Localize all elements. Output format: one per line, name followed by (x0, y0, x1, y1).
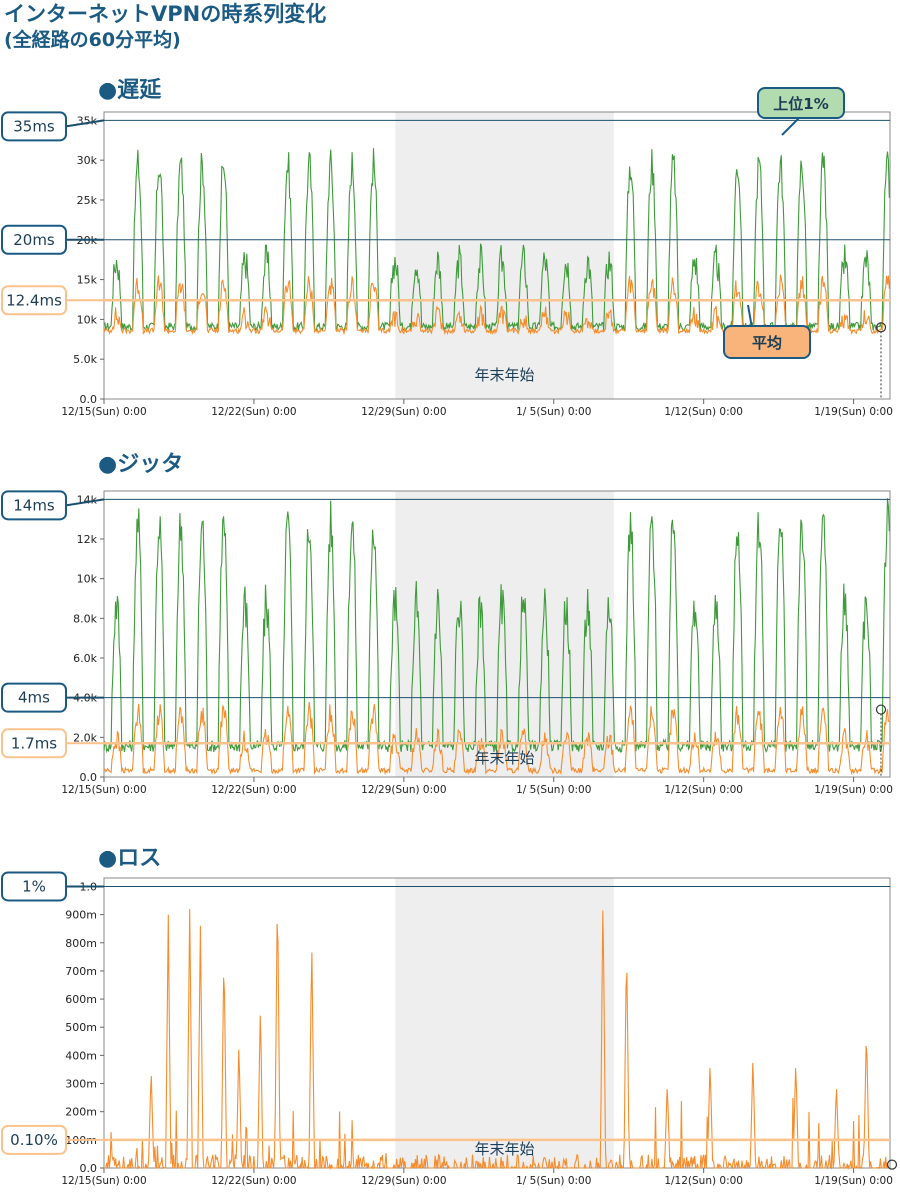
series-line-top1 (103, 148, 890, 333)
x-tick-label: 1/19(Sun) 0:00 (814, 406, 893, 418)
value-callout-label: 35ms (13, 117, 55, 135)
x-tick-label: 12/29(Sun) 0:00 (361, 1175, 446, 1187)
value-callout-label: 12.4ms (6, 291, 62, 309)
y-tick-label: 0.0 (80, 393, 98, 406)
y-tick-label: 700m (65, 965, 97, 978)
y-tick-label: 200m (65, 1106, 97, 1119)
x-tick-label: 1/19(Sun) 0:00 (814, 784, 893, 796)
y-tick-label: 300m (65, 1078, 97, 1091)
value-callout (1, 111, 67, 142)
x-tick-label: 1/19(Sun) 0:00 (814, 1175, 893, 1187)
y-tick-label: 5.0k (73, 353, 97, 366)
y-tick-label: 600m (65, 993, 97, 1006)
x-tick-label: 1/12(Sun) 0:00 (664, 406, 743, 418)
x-tick-label: 1/12(Sun) 0:00 (664, 784, 743, 796)
x-tick-label: 12/29(Sun) 0:00 (361, 784, 446, 796)
x-tick-label: 1/ 5(Sun) 0:00 (516, 1175, 591, 1187)
y-tick-label: 30k (77, 154, 98, 167)
x-tick-label: 12/22(Sun) 0:00 (211, 1175, 296, 1187)
holiday-band (395, 878, 614, 1168)
y-tick-label: 8.0k (73, 612, 97, 625)
y-tick-label: 800m (65, 937, 97, 950)
section-label-latency: ●遅延 (98, 78, 162, 103)
holiday-label: 年末年始 (474, 1140, 534, 1158)
callout-pointer (65, 498, 105, 507)
value-callout-label: 1.7ms (11, 734, 57, 752)
section-label-jitter: ●ジッタ (98, 452, 184, 477)
value-callout (1, 871, 67, 902)
x-tick-label: 12/22(Sun) 0:00 (211, 406, 296, 418)
series-line-top1 (103, 498, 890, 754)
legend-callout-avg-label: 平均 (752, 334, 782, 352)
x-tick-label: 12/22(Sun) 0:00 (211, 784, 296, 796)
value-callout (1, 224, 67, 255)
x-tick-label: 1/ 5(Sun) 0:00 (516, 406, 591, 418)
series-line-avg (103, 701, 890, 776)
y-tick-label: 0.0 (80, 1162, 98, 1175)
value-callout-label: 20ms (13, 231, 55, 249)
value-callout-label: 14ms (13, 496, 55, 514)
y-tick-label: 500m (65, 1021, 97, 1034)
plot-frame (103, 490, 891, 778)
legend-callout-top1 (757, 87, 845, 119)
value-callout (1, 682, 67, 713)
page-subtitle: (全経路の60分平均) (4, 29, 181, 51)
y-tick-label: 12k (77, 533, 98, 546)
holiday-band (395, 112, 614, 399)
value-callout (1, 728, 67, 759)
y-tick-label: 25k (77, 194, 98, 207)
holiday-label: 年末年始 (474, 366, 534, 384)
legend-callout-top1-label: 上位1% (773, 95, 828, 113)
legend-pointer (781, 116, 801, 136)
legend-pointer (747, 304, 753, 329)
circle-marker-icon (875, 704, 887, 715)
y-tick-label: 0.0 (80, 771, 98, 784)
x-tick-label: 12/15(Sun) 0:00 (61, 784, 146, 796)
value-callout (1, 285, 67, 316)
circle-marker-icon (886, 1159, 898, 1170)
holiday-label: 年末年始 (474, 749, 534, 767)
loss-chart: 0.0100m200m300m400m500m600m700m800m900m1… (1, 871, 898, 1187)
value-callout (1, 490, 67, 521)
x-tick-label: 12/15(Sun) 0:00 (61, 406, 146, 418)
value-callout (1, 1124, 67, 1155)
series-line-avg (103, 274, 890, 336)
callout-pointer (65, 119, 105, 128)
y-tick-label: 10k (77, 313, 98, 326)
page-title: インターネットVPNの時系列変化 (4, 2, 327, 26)
x-tick-label: 1/ 5(Sun) 0:00 (516, 784, 591, 796)
y-tick-label: 900m (65, 909, 97, 922)
y-tick-label: 10k (77, 573, 98, 586)
value-callout-label: 4ms (18, 689, 50, 707)
x-tick-label: 12/29(Sun) 0:00 (361, 406, 446, 418)
series-line-avg (104, 908, 890, 1171)
plot-frame (103, 111, 891, 400)
y-tick-label: 2.0k (73, 731, 97, 744)
section-label-loss: ●ロス (98, 846, 162, 871)
x-tick-label: 1/12(Sun) 0:00 (664, 1175, 743, 1187)
value-callout-label: 0.10% (10, 1131, 58, 1149)
y-tick-label: 400m (65, 1049, 97, 1062)
y-tick-label: 15k (77, 274, 98, 287)
x-tick-label: 12/15(Sun) 0:00 (61, 1175, 146, 1187)
value-callout-label: 1% (22, 877, 46, 895)
legend-callout-avg (723, 325, 811, 359)
y-tick-label: 6.0k (73, 652, 97, 665)
